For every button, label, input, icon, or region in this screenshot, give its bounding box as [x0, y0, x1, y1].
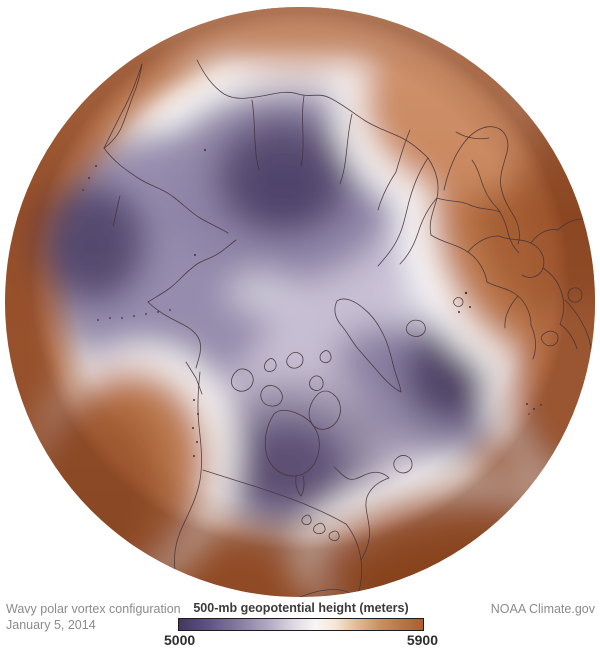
colorbar-legend: 500-mb geopotential height (meters) 5000… — [164, 601, 438, 648]
coastlines-asia — [103, 59, 429, 303]
colorbar-min-label: 5000 — [164, 632, 196, 648]
source-credit: NOAA Climate.gov — [490, 602, 595, 616]
coastlines-arctic — [231, 297, 464, 430]
rim-lighting — [5, 7, 595, 597]
borders-europe — [377, 126, 593, 372]
caption-line1: Wavy polar vortex configuration — [6, 602, 181, 616]
colorbar-max-label: 5900 — [406, 632, 438, 648]
island-dots — [82, 149, 542, 457]
coastlines — [82, 59, 593, 597]
caption-line2: January 5, 2014 — [6, 618, 96, 632]
colorbar-gradient — [178, 618, 424, 631]
colorbar-title: 500-mb geopotential height (meters) — [193, 601, 409, 615]
colorbar-labels: 5000 5900 — [164, 632, 438, 648]
caption-block: Wavy polar vortex configuration January … — [6, 601, 181, 633]
